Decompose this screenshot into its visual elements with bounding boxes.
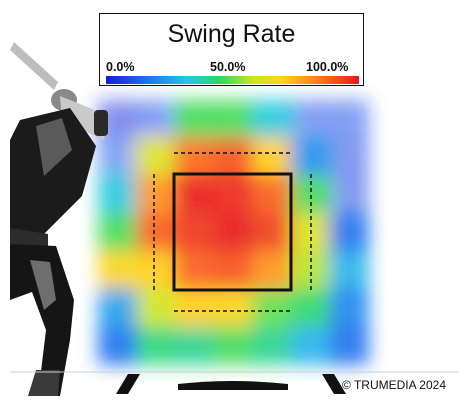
heatmap-cell xyxy=(98,213,138,252)
heatmap-cell xyxy=(175,175,215,215)
heatmap-cell xyxy=(175,213,215,252)
legend-tick-min: 0.0% xyxy=(106,60,135,74)
heatmap-cell xyxy=(290,288,331,328)
heatmap-cell xyxy=(98,250,138,290)
heatmap-cell xyxy=(252,100,292,139)
strike-zone xyxy=(172,172,293,292)
heatmap-cell xyxy=(213,250,254,290)
heatmap-cell xyxy=(252,175,292,215)
heatmap-cell xyxy=(213,100,254,139)
heatmap-cell xyxy=(213,175,254,215)
heatmap-cell xyxy=(329,213,369,252)
heatmap-cell xyxy=(213,213,254,252)
chart-title: Swing Rate xyxy=(167,20,296,48)
batter-silhouette xyxy=(10,42,108,396)
legend-tick-mid: 50.0% xyxy=(210,60,246,74)
heatmap-cell xyxy=(98,137,138,177)
heatmap-cell xyxy=(175,250,215,290)
heatmap-cell xyxy=(252,250,292,290)
heatmap-cell xyxy=(136,213,177,252)
heatmap-cell xyxy=(136,250,177,290)
heatmap-cell xyxy=(252,213,292,252)
heatmap-cell xyxy=(290,250,331,290)
heatmap-cell xyxy=(290,137,331,177)
heatmap-cell xyxy=(329,250,369,290)
heatmap-cell xyxy=(290,100,331,139)
heatmap-cells xyxy=(98,100,369,365)
heatmap-cell xyxy=(136,326,177,365)
heatmap-cell xyxy=(329,175,369,215)
heatmap-cell xyxy=(98,326,138,365)
legend-color-bar xyxy=(106,76,359,84)
heatmap-cell xyxy=(175,326,215,365)
heatmap-cell xyxy=(175,137,215,177)
heatmap-cell xyxy=(136,137,177,177)
heatmap-cell xyxy=(290,326,331,365)
heatmap-cell xyxy=(329,288,369,328)
heatmap-cell xyxy=(252,326,292,365)
heatmap-cell xyxy=(175,100,215,139)
copyright-text: © TRUMEDIA 2024 xyxy=(342,378,446,392)
heatmap-cell xyxy=(136,100,177,139)
heatmap-cell xyxy=(98,288,138,328)
heatmap-cell xyxy=(252,288,292,328)
home-plate-area xyxy=(10,371,459,394)
heatmap-cell xyxy=(213,326,254,365)
heatmap-cell xyxy=(136,175,177,215)
legend-tick-max: 100.0% xyxy=(306,60,349,74)
heatmap-cell xyxy=(329,100,369,139)
heatmap-cell xyxy=(98,175,138,215)
color-legend: Swing Rate 0.0% 50.0% 100.0% xyxy=(99,13,364,86)
heatmap-cell xyxy=(136,288,177,328)
shadow-zone xyxy=(153,152,312,312)
heatmap-cell xyxy=(329,326,369,365)
heatmap-cell xyxy=(175,288,215,328)
heatmap-cell xyxy=(213,288,254,328)
heatmap-cell xyxy=(329,137,369,177)
heatmap-cell xyxy=(252,137,292,177)
heatmap-cell xyxy=(213,137,254,177)
